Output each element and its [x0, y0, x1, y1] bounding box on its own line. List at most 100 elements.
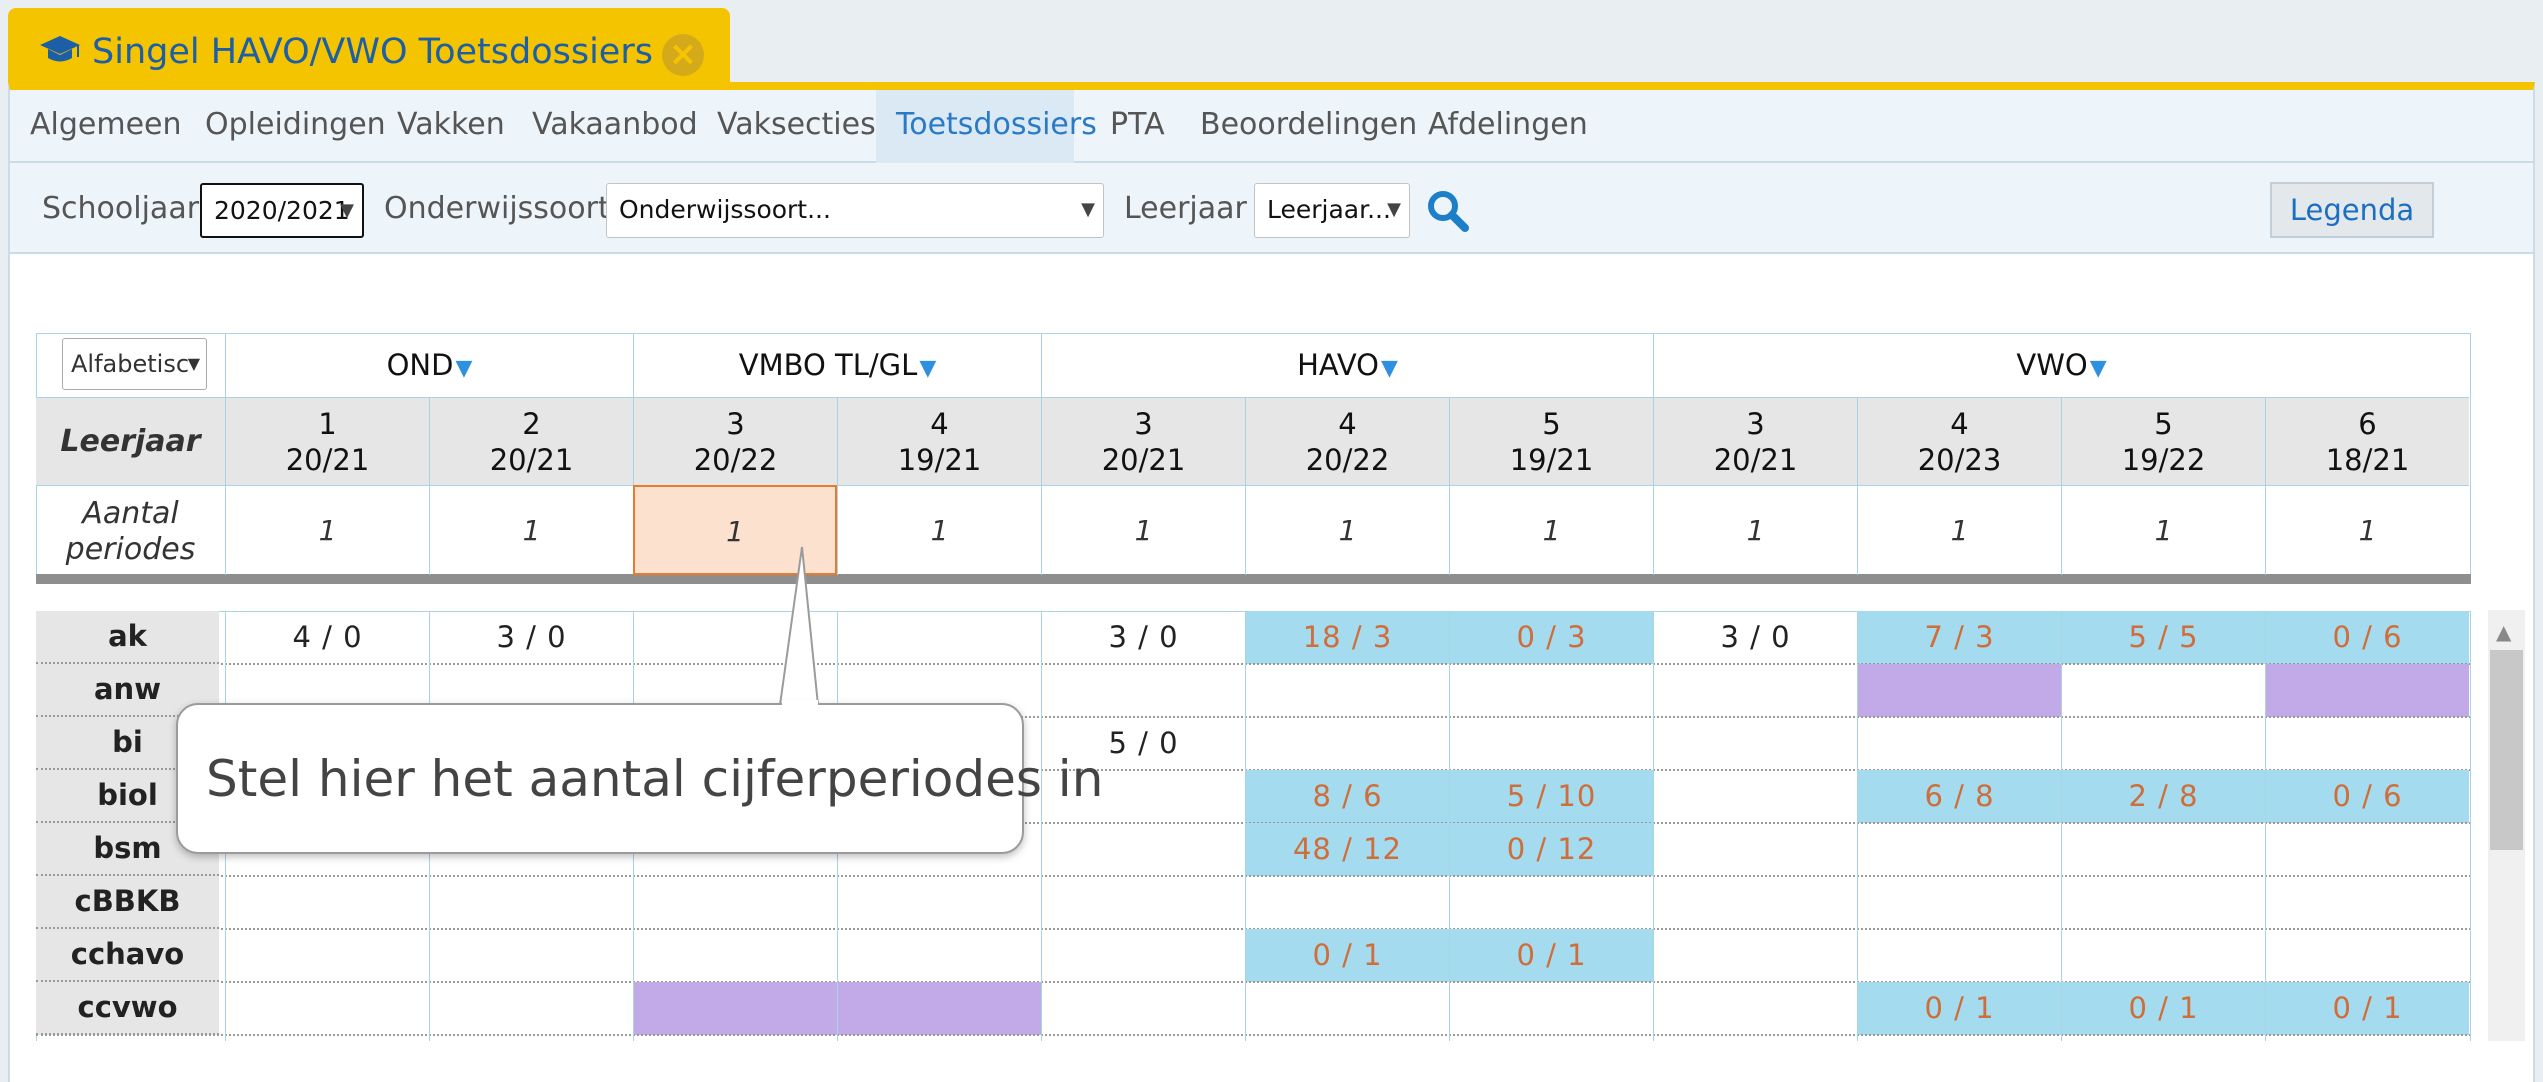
- grid-cell[interactable]: 4 / 0: [292, 620, 363, 654]
- grid-cell[interactable]: [1042, 982, 1245, 1035]
- periods-input[interactable]: 1: [1449, 485, 1653, 575]
- grid-cell[interactable]: [2266, 929, 2469, 982]
- onderwijssoort-select[interactable]: Onderwijssoort... ▼: [606, 183, 1104, 238]
- grid-cell[interactable]: [1042, 929, 1245, 982]
- grid-cell[interactable]: [1450, 982, 1653, 1035]
- grid-cell[interactable]: [1858, 664, 2061, 717]
- grid-cell[interactable]: 5 / 0: [1108, 726, 1179, 760]
- grid-cell[interactable]: 3 / 0: [1720, 620, 1791, 654]
- grid-cell[interactable]: [634, 929, 837, 982]
- sort-select[interactable]: Alfabetisc ▼: [62, 338, 207, 390]
- scrollbar-thumb[interactable]: [2490, 650, 2523, 850]
- grid-cell[interactable]: [1450, 717, 1653, 770]
- grid-cell[interactable]: [1042, 876, 1245, 929]
- grid-cell[interactable]: 3 / 0: [1108, 620, 1179, 654]
- periods-input[interactable]: 1: [2265, 485, 2469, 575]
- periods-input[interactable]: 1: [2061, 485, 2265, 575]
- group-header[interactable]: OND▼: [225, 333, 633, 397]
- grid-cell[interactable]: [838, 611, 1041, 664]
- nav-vaksecties[interactable]: Vaksecties: [717, 107, 876, 142]
- grid-cell[interactable]: 2 / 8: [2062, 770, 2265, 823]
- grid-cell[interactable]: 0 / 6: [2266, 770, 2469, 823]
- nav-opleidingen[interactable]: Opleidingen: [205, 107, 386, 142]
- grid-cell[interactable]: 7 / 3: [1858, 611, 2061, 664]
- grid-cell[interactable]: [1042, 823, 1245, 876]
- grid-cell[interactable]: [2062, 929, 2265, 982]
- grid-cell[interactable]: [2266, 664, 2469, 717]
- grid-cell[interactable]: [430, 876, 633, 929]
- grid-cell[interactable]: [1858, 823, 2061, 876]
- leerjaar-select[interactable]: Leerjaar... ▼: [1254, 183, 1410, 238]
- grid-cell[interactable]: [1858, 876, 2061, 929]
- grid-cell[interactable]: [430, 982, 633, 1035]
- grid-cell[interactable]: [2062, 664, 2265, 717]
- window-tab[interactable]: Singel HAVO/VWO Toetsdossiers ×: [8, 8, 730, 88]
- grid-cell[interactable]: 8 / 6: [1246, 770, 1449, 823]
- nav-toetsdossiers[interactable]: Toetsdossiers: [876, 90, 1097, 163]
- grid-cell[interactable]: [2266, 876, 2469, 929]
- periods-input[interactable]: 1: [1041, 485, 1245, 575]
- legenda-button[interactable]: Legenda: [2270, 182, 2434, 238]
- grid-cell[interactable]: [1450, 664, 1653, 717]
- nav-algemeen[interactable]: Algemeen: [30, 107, 182, 142]
- grid-cell[interactable]: [634, 982, 837, 1035]
- grid-cell[interactable]: [2062, 823, 2265, 876]
- grid-cell[interactable]: [430, 929, 633, 982]
- search-icon[interactable]: [1425, 189, 1471, 235]
- grid-cell[interactable]: [226, 982, 429, 1035]
- grid-cell[interactable]: [2266, 717, 2469, 770]
- grid-cell[interactable]: 6 / 8: [1858, 770, 2061, 823]
- grid-cell[interactable]: [1654, 717, 1857, 770]
- scroll-up-icon[interactable]: ▲: [2496, 620, 2512, 644]
- group-header[interactable]: VMBO TL/GL▼: [633, 333, 1041, 397]
- grid-cell[interactable]: 0 / 1: [1858, 982, 2061, 1035]
- grid-cell[interactable]: 18 / 3: [1246, 611, 1449, 664]
- caret-down-icon[interactable]: ▼: [2089, 356, 2107, 381]
- grid-cell[interactable]: [1246, 717, 1449, 770]
- grid-cell[interactable]: [1246, 982, 1449, 1035]
- grid-cell[interactable]: [1858, 929, 2061, 982]
- grid-cell[interactable]: 0 / 12: [1450, 823, 1653, 876]
- group-header[interactable]: VWO▼: [1653, 333, 2469, 397]
- grid-cell[interactable]: [838, 876, 1041, 929]
- grid-cell[interactable]: [2062, 717, 2265, 770]
- grid-cell[interactable]: [634, 876, 837, 929]
- grid-cell[interactable]: 3 / 0: [496, 620, 567, 654]
- grid-cell[interactable]: [1246, 876, 1449, 929]
- periods-input[interactable]: 1: [1857, 485, 2061, 575]
- nav-vakken[interactable]: Vakken: [397, 107, 505, 142]
- grid-cell[interactable]: [1654, 664, 1857, 717]
- grid-cell[interactable]: [226, 929, 429, 982]
- schooljaar-select[interactable]: 2020/2021 ▼: [200, 183, 364, 238]
- periods-input[interactable]: 1: [837, 485, 1041, 575]
- grid-cell[interactable]: [1858, 717, 2061, 770]
- nav-beoordelingen[interactable]: Beoordelingen: [1200, 107, 1418, 142]
- periods-input[interactable]: 1: [429, 485, 633, 575]
- grid-cell[interactable]: [1654, 876, 1857, 929]
- periods-input[interactable]: 1: [225, 485, 429, 575]
- grid-cell[interactable]: [1450, 876, 1653, 929]
- grid-cell[interactable]: 5 / 5: [2062, 611, 2265, 664]
- grid-cell[interactable]: [1654, 929, 1857, 982]
- grid-cell[interactable]: 0 / 1: [1246, 929, 1449, 982]
- grid-cell[interactable]: 0 / 1: [1450, 929, 1653, 982]
- nav-pta[interactable]: PTA: [1110, 107, 1165, 142]
- caret-down-icon[interactable]: ▼: [455, 356, 473, 381]
- grid-cell[interactable]: [838, 929, 1041, 982]
- grid-cell[interactable]: 48 / 12: [1246, 823, 1449, 876]
- close-icon[interactable]: ×: [662, 34, 704, 76]
- grid-cell[interactable]: [1042, 664, 1245, 717]
- grid-cell[interactable]: [1654, 982, 1857, 1035]
- grid-cell[interactable]: [838, 982, 1041, 1035]
- periods-input[interactable]: 1: [1653, 485, 1857, 575]
- periods-input[interactable]: 1: [1245, 485, 1449, 575]
- caret-down-icon[interactable]: ▼: [1381, 356, 1398, 381]
- caret-down-icon[interactable]: ▼: [919, 356, 937, 381]
- group-header[interactable]: HAVO▼: [1041, 333, 1653, 397]
- grid-cell[interactable]: [1654, 823, 1857, 876]
- grid-cell[interactable]: 0 / 1: [2266, 982, 2469, 1035]
- nav-vakaanbod[interactable]: Vakaanbod: [532, 107, 698, 142]
- grid-cell[interactable]: [2062, 876, 2265, 929]
- grid-cell[interactable]: 0 / 6: [2266, 611, 2469, 664]
- grid-cell[interactable]: [1654, 770, 1857, 823]
